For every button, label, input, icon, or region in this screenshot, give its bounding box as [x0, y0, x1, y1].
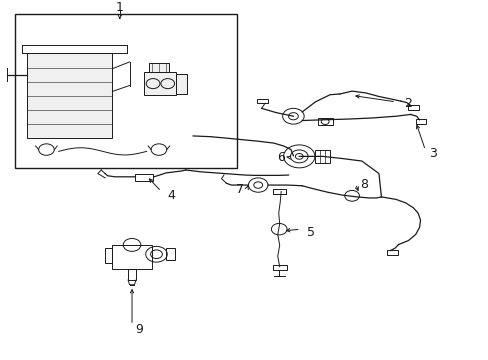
Text: 1: 1	[116, 1, 123, 14]
Bar	[317, 118, 332, 125]
Bar	[15, 14, 237, 168]
Bar	[135, 174, 153, 181]
Text: 5: 5	[306, 226, 314, 239]
Bar	[257, 99, 267, 103]
Text: 6: 6	[277, 151, 285, 164]
Bar	[176, 74, 186, 94]
Bar	[386, 250, 397, 255]
Bar	[27, 54, 112, 138]
Bar	[112, 245, 151, 269]
Text: 2: 2	[404, 97, 411, 110]
Bar	[144, 72, 176, 95]
Text: 4: 4	[167, 189, 175, 202]
Text: 8: 8	[360, 178, 367, 191]
Bar	[272, 265, 286, 270]
Text: 7: 7	[235, 183, 243, 196]
Bar	[272, 189, 285, 194]
Bar	[314, 150, 329, 163]
Bar	[149, 63, 168, 72]
Bar	[105, 248, 112, 263]
Text: 3: 3	[428, 147, 436, 160]
Bar	[166, 248, 175, 260]
Bar	[415, 119, 426, 124]
Bar	[128, 269, 136, 280]
Bar	[407, 105, 418, 110]
Text: 9: 9	[135, 323, 143, 336]
